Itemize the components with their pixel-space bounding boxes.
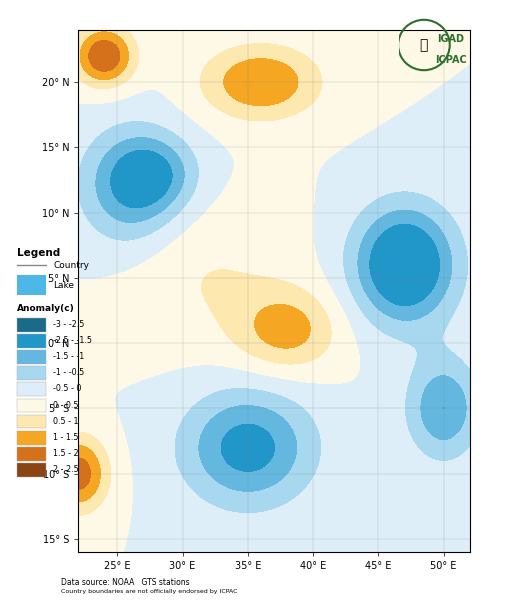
FancyBboxPatch shape	[17, 367, 46, 380]
Text: Lake: Lake	[53, 281, 74, 290]
Text: Legend: Legend	[17, 248, 60, 257]
Text: IGAD: IGAD	[437, 34, 464, 44]
Text: Anomaly(c): Anomaly(c)	[17, 304, 75, 313]
Text: -0.5 - 0: -0.5 - 0	[53, 385, 81, 394]
Text: -1.5 - -1: -1.5 - -1	[53, 352, 84, 361]
Text: Data source: NOAA   GTS stations: Data source: NOAA GTS stations	[61, 578, 190, 587]
FancyBboxPatch shape	[17, 275, 46, 295]
FancyBboxPatch shape	[17, 382, 46, 396]
Text: -3 - -2.5: -3 - -2.5	[53, 320, 84, 329]
FancyBboxPatch shape	[17, 431, 46, 445]
Text: 🌍: 🌍	[420, 38, 428, 52]
FancyBboxPatch shape	[17, 350, 46, 364]
FancyBboxPatch shape	[17, 334, 46, 348]
Text: 1.5 - 2: 1.5 - 2	[53, 449, 79, 458]
Text: ICPAC: ICPAC	[435, 55, 466, 65]
FancyBboxPatch shape	[17, 318, 46, 332]
Text: 2 - 2.5: 2 - 2.5	[53, 465, 79, 474]
FancyBboxPatch shape	[17, 415, 46, 428]
Text: 1 - 1.5: 1 - 1.5	[53, 433, 79, 442]
Text: Country: Country	[53, 260, 89, 269]
FancyBboxPatch shape	[17, 447, 46, 461]
FancyBboxPatch shape	[17, 398, 46, 412]
Text: Country boundaries are not officially endorsed by ICPAC: Country boundaries are not officially en…	[61, 589, 238, 594]
FancyBboxPatch shape	[17, 463, 46, 477]
Text: 0.5 - 1: 0.5 - 1	[53, 416, 79, 425]
Text: -1 - -0.5: -1 - -0.5	[53, 368, 84, 377]
Text: 0 - 0.5: 0 - 0.5	[53, 401, 79, 410]
Text: -2.5 - -1.5: -2.5 - -1.5	[53, 336, 92, 345]
